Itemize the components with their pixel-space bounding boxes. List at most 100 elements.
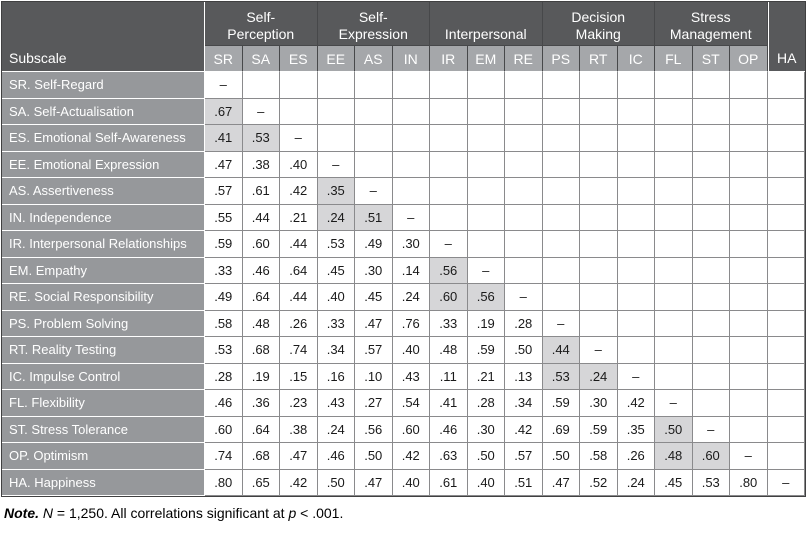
correlation-cell: .57 (505, 443, 543, 470)
correlation-cell: .45 (655, 469, 693, 496)
empty-cell (730, 363, 768, 390)
row-label: IC. Impulse Control (2, 363, 205, 390)
empty-cell (505, 98, 543, 125)
correlation-cell: .26 (280, 310, 318, 337)
correlation-cell: .61 (430, 469, 468, 496)
correlation-cell: .59 (542, 390, 580, 417)
correlation-cell: .59 (467, 337, 505, 364)
correlation-cell: .33 (430, 310, 468, 337)
empty-cell (617, 151, 655, 178)
empty-cell (692, 284, 730, 311)
empty-cell (730, 125, 768, 152)
correlation-cell: .74 (280, 337, 318, 364)
correlation-cell: .50 (505, 337, 543, 364)
ungrouped-column-header-cell: HA (767, 2, 805, 72)
correlation-cell: .48 (655, 443, 693, 470)
correlation-cell: .26 (617, 443, 655, 470)
empty-cell (430, 151, 468, 178)
correlation-cell: .57 (355, 337, 393, 364)
empty-cell (692, 151, 730, 178)
correlation-cell: .40 (280, 151, 318, 178)
group-header-cell: Self- Perception (205, 2, 318, 46)
diagonal-cell: – (617, 363, 655, 390)
correlation-cell: .56 (467, 284, 505, 311)
column-header-cell: EM (467, 46, 505, 72)
correlation-cell: .43 (392, 363, 430, 390)
correlation-cell: .42 (280, 469, 318, 496)
empty-cell (467, 178, 505, 205)
empty-cell (730, 231, 768, 258)
empty-cell (467, 204, 505, 231)
correlation-cell: .48 (430, 337, 468, 364)
diagonal-cell: – (542, 310, 580, 337)
empty-cell (430, 98, 468, 125)
correlation-cell: .27 (355, 390, 393, 417)
empty-cell (505, 204, 543, 231)
empty-cell (692, 178, 730, 205)
correlation-cell: .42 (505, 416, 543, 443)
correlation-cell: .28 (467, 390, 505, 417)
correlation-cell: .43 (317, 390, 355, 417)
correlation-cell: .47 (205, 151, 243, 178)
correlation-cell: .67 (205, 98, 243, 125)
diagonal-cell: – (392, 204, 430, 231)
correlation-cell: .24 (317, 416, 355, 443)
correlation-cell: .40 (392, 337, 430, 364)
empty-cell (430, 204, 468, 231)
correlation-cell: .60 (205, 416, 243, 443)
empty-cell (655, 151, 693, 178)
correlation-cell: .48 (242, 310, 280, 337)
empty-cell (655, 363, 693, 390)
column-header-cell: SR (205, 46, 243, 72)
correlation-cell: .41 (430, 390, 468, 417)
empty-cell (580, 178, 618, 205)
row-label: EE. Emotional Expression (2, 151, 205, 178)
correlation-cell: .58 (205, 310, 243, 337)
correlation-cell: .59 (205, 231, 243, 258)
empty-cell (505, 151, 543, 178)
empty-cell (317, 125, 355, 152)
empty-cell (467, 98, 505, 125)
correlation-cell: .56 (430, 257, 468, 284)
correlation-cell: .46 (430, 416, 468, 443)
correlation-cell: .47 (280, 443, 318, 470)
empty-cell (392, 72, 430, 99)
column-header-cell: RE (505, 46, 543, 72)
correlation-cell: .50 (355, 443, 393, 470)
empty-cell (730, 310, 768, 337)
correlation-cell: .15 (280, 363, 318, 390)
empty-cell (430, 125, 468, 152)
empty-cell (542, 72, 580, 99)
column-header-cell: ES (280, 46, 318, 72)
diagonal-cell: – (505, 284, 543, 311)
empty-cell (392, 125, 430, 152)
correlation-cell: .50 (317, 469, 355, 496)
correlation-cell: .59 (580, 416, 618, 443)
row-label: RT. Reality Testing (2, 337, 205, 364)
empty-cell (580, 151, 618, 178)
empty-cell (580, 204, 618, 231)
empty-cell (467, 151, 505, 178)
empty-cell (767, 337, 805, 364)
row-label: PS. Problem Solving (2, 310, 205, 337)
correlation-cell: .41 (205, 125, 243, 152)
empty-cell (617, 257, 655, 284)
correlation-cell: .42 (617, 390, 655, 417)
correlation-cell: .63 (430, 443, 468, 470)
empty-cell (317, 98, 355, 125)
correlation-cell: .64 (280, 257, 318, 284)
table-note: Note. N = 1,250. All correlations signif… (4, 505, 807, 521)
row-label: RE. Social Responsibility (2, 284, 205, 311)
correlation-cell: .47 (355, 310, 393, 337)
empty-cell (767, 231, 805, 258)
correlation-cell: .51 (355, 204, 393, 231)
empty-cell (467, 125, 505, 152)
empty-cell (655, 204, 693, 231)
correlation-cell: .30 (580, 390, 618, 417)
empty-cell (730, 257, 768, 284)
correlation-cell: .56 (355, 416, 393, 443)
correlation-cell: .28 (205, 363, 243, 390)
correlation-cell: .28 (505, 310, 543, 337)
correlation-cell: .24 (392, 284, 430, 311)
correlation-cell: .76 (392, 310, 430, 337)
